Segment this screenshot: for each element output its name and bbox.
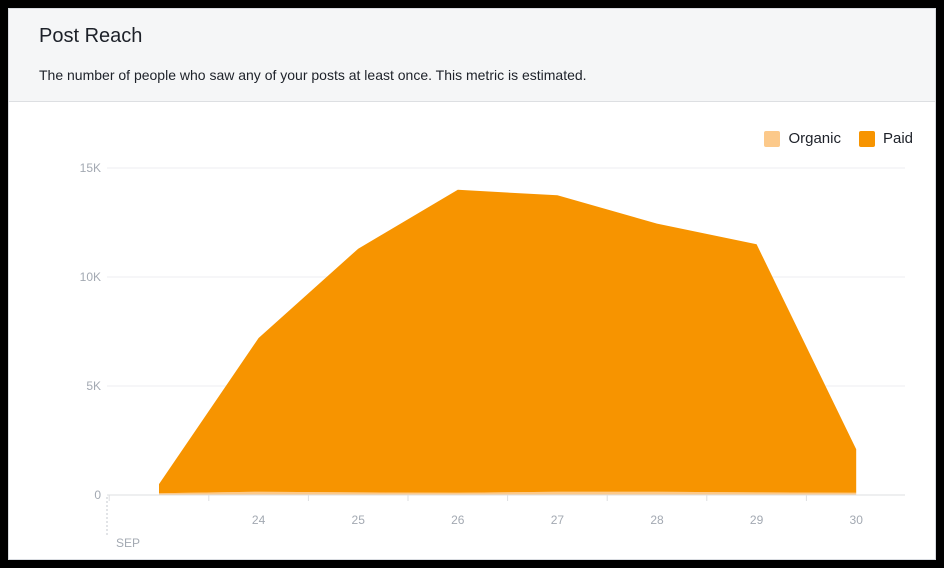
series-area-organic — [159, 491, 857, 495]
legend-label-organic: Organic — [788, 130, 841, 147]
area-chart: 0 5K 10K 15K 24 25 26 27 28 29 30 SEP — [80, 161, 905, 550]
card-title: Post Reach — [39, 25, 143, 47]
post-reach-card: Post Reach The number of people who saw … — [8, 8, 936, 560]
x-tick-label: 29 — [750, 513, 764, 527]
legend-swatch-paid — [858, 130, 875, 147]
chart-area: Organic Paid 0 5K 10K 15K 24 25 26 27 28 29 30 SEP — [9, 102, 935, 559]
x-axis: 24 25 26 27 28 29 30 SEP — [106, 494, 905, 550]
x-tick-label: 27 — [551, 513, 565, 527]
x-month-label: SEP — [116, 536, 140, 550]
y-axis: 0 5K 10K 15K — [80, 161, 102, 502]
chart-legend: Organic Paid — [746, 130, 913, 147]
legend-swatch-organic — [764, 130, 781, 147]
x-tick-label: 26 — [451, 513, 465, 527]
card-subtitle: The number of people who saw any of your… — [39, 67, 587, 83]
y-tick-label: 10K — [80, 270, 101, 284]
card-header: Post Reach The number of people who saw … — [9, 9, 935, 102]
y-tick-label: 15K — [80, 161, 101, 175]
x-tick-label: 24 — [252, 513, 266, 527]
legend-label-paid: Paid — [882, 130, 913, 147]
series-area-paid — [159, 189, 857, 494]
y-tick-label: 5K — [86, 379, 101, 393]
x-tick-label: 25 — [352, 513, 366, 527]
legend-item-paid[interactable]: Paid — [858, 130, 913, 147]
series-areas — [159, 189, 857, 495]
x-tick-label: 30 — [850, 513, 864, 527]
legend-item-organic[interactable]: Organic — [764, 130, 841, 147]
y-tick-label: 0 — [94, 488, 101, 502]
x-tick-label: 28 — [650, 513, 664, 527]
